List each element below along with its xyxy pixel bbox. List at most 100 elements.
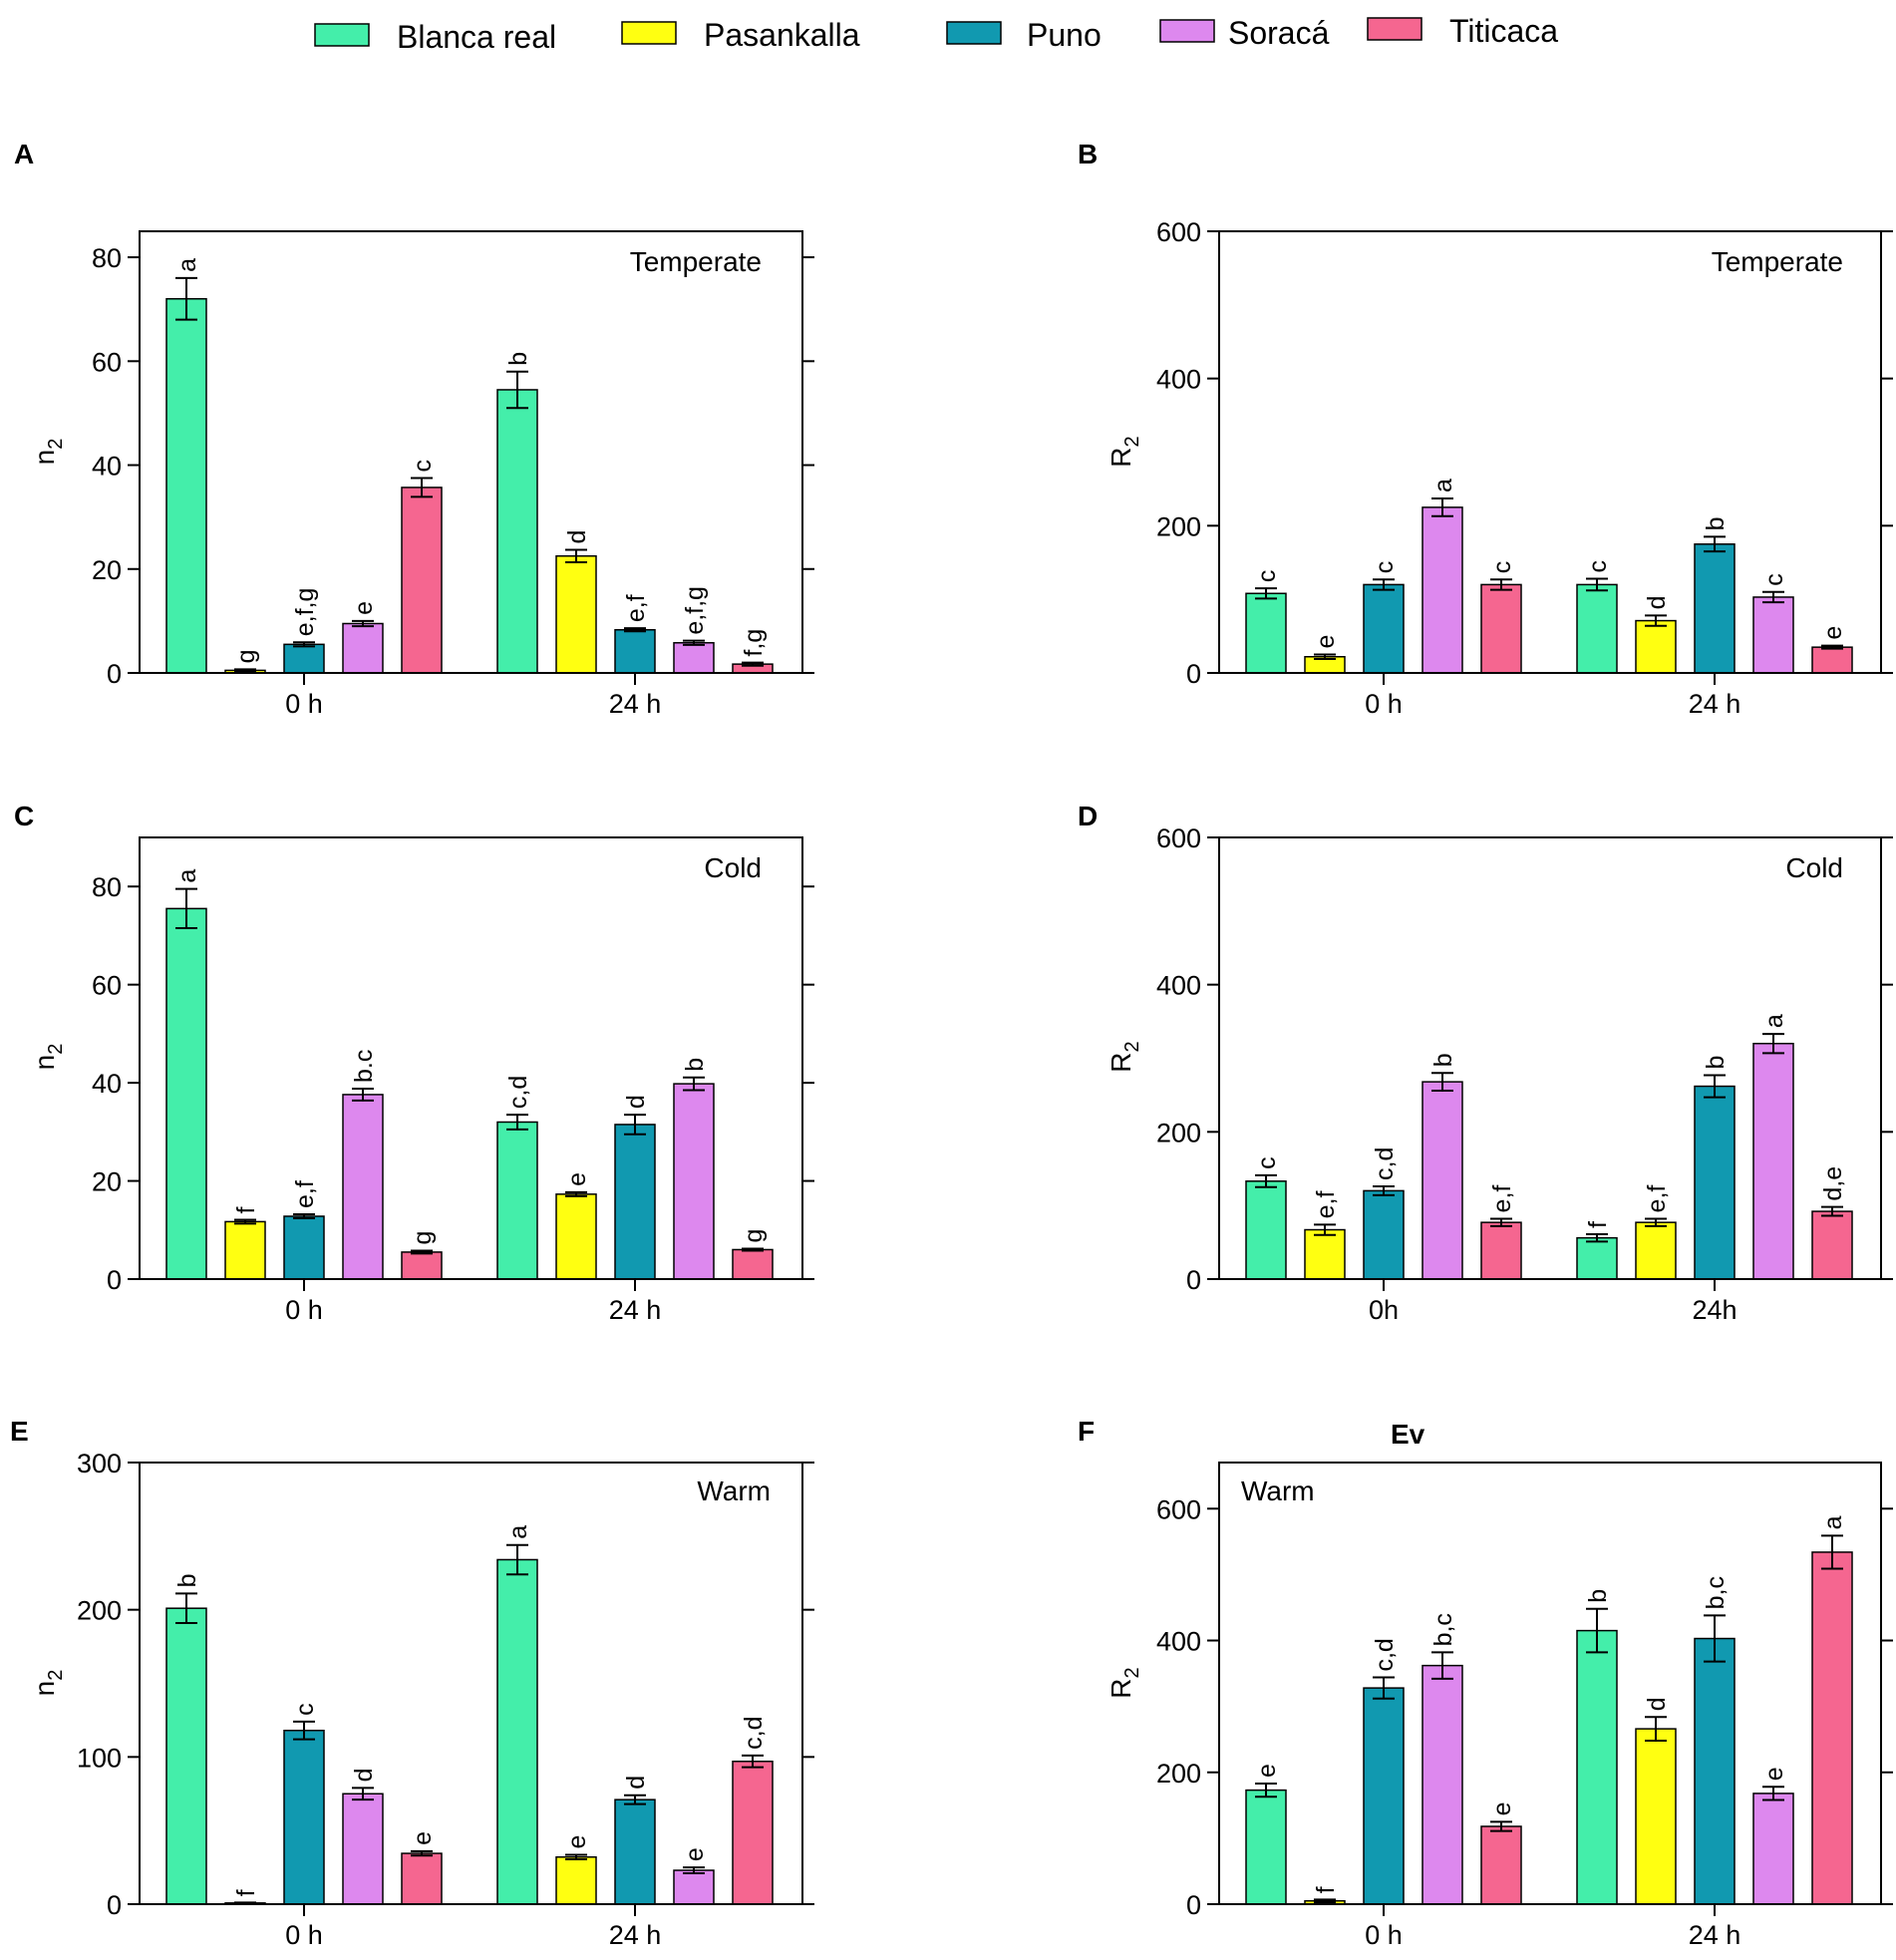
legend-label-sorac-: Soracá xyxy=(1228,15,1330,51)
bar-sorac--0 xyxy=(1422,506,1463,674)
bar-puno-1 xyxy=(1694,1085,1736,1280)
significance-label: e,f xyxy=(291,1180,319,1208)
y-tick-label: 0 xyxy=(107,1890,122,1920)
y-tick-label: 0 xyxy=(1186,659,1201,689)
error-bar xyxy=(506,1543,528,1576)
panel-letter: E xyxy=(10,1416,29,1447)
error-bar xyxy=(624,627,646,633)
error-bar xyxy=(1704,1614,1726,1663)
error-bar xyxy=(1431,1651,1453,1680)
error-bar xyxy=(293,1213,315,1219)
significance-label: c xyxy=(1488,561,1516,574)
significance-label: c xyxy=(1253,570,1281,583)
significance-label: e xyxy=(1253,1764,1281,1778)
legend-label-titicaca: Titicaca xyxy=(1449,13,1558,49)
error-bar xyxy=(1431,1072,1453,1092)
x-tick-label: 24 h xyxy=(609,1920,662,1950)
significance-label: b xyxy=(504,352,532,366)
error-bar xyxy=(1762,1786,1784,1801)
y-tick-label: 0 xyxy=(1186,1890,1201,1920)
significance-label: c xyxy=(1760,573,1788,586)
bar-sorac--0 xyxy=(342,1793,384,1905)
y-tick-label: 200 xyxy=(1156,1759,1201,1789)
bar-sorac--1 xyxy=(673,1083,715,1280)
bar-puno-1 xyxy=(1694,543,1736,674)
y-axis-title: R2 xyxy=(1106,1667,1143,1698)
error-bar xyxy=(1704,535,1726,553)
error-bar xyxy=(1255,1173,1277,1188)
error-bar xyxy=(1314,1898,1336,1904)
bar-titicaca-0 xyxy=(401,487,443,674)
significance-label: f xyxy=(1312,1886,1340,1893)
y-tick-label: 400 xyxy=(1156,1627,1201,1657)
y-tick-label: 80 xyxy=(92,243,122,273)
significance-label: g xyxy=(232,649,260,663)
y-tick-label: 40 xyxy=(92,1069,122,1099)
y-tick-label: 20 xyxy=(92,1167,122,1197)
error-bar xyxy=(411,1249,433,1255)
significance-label: b xyxy=(681,1058,709,1072)
y-tick-label: 60 xyxy=(92,347,122,377)
plot-frame xyxy=(139,230,803,674)
y-axis-title: R2 xyxy=(1106,436,1143,467)
y-tick-label: 200 xyxy=(1156,1118,1201,1147)
significance-label: c xyxy=(409,460,437,473)
x-tick-label: 0 h xyxy=(285,689,323,719)
y-tick-label: 200 xyxy=(1156,511,1201,541)
error-bar xyxy=(1645,1217,1667,1227)
panel-letter: F xyxy=(1078,1416,1095,1447)
legend-label-pasankalla: Pasankalla xyxy=(704,17,860,53)
significance-label: e xyxy=(1312,635,1340,649)
bar-puno-0 xyxy=(283,643,325,674)
significance-label: g xyxy=(409,1231,437,1245)
error-bar xyxy=(1490,578,1512,591)
y-tick-label: 60 xyxy=(92,971,122,1001)
bar-blanca-real-1 xyxy=(496,1558,538,1905)
error-bar xyxy=(624,1794,646,1805)
significance-label: e,f,g xyxy=(291,588,319,637)
error-bar xyxy=(742,1754,764,1769)
error-bar xyxy=(352,1787,374,1801)
bar-puno-1 xyxy=(614,1124,656,1280)
significance-label: c xyxy=(1253,1156,1281,1169)
significance-label: f xyxy=(232,1889,260,1896)
y-tick-label: 600 xyxy=(1156,1494,1201,1524)
significance-label: e xyxy=(681,1847,709,1861)
panel-letter: A xyxy=(14,139,34,169)
significance-label: b xyxy=(1702,517,1730,531)
bar-puno-1 xyxy=(1694,1637,1736,1905)
bar-titicaca-1 xyxy=(1811,1210,1853,1280)
significance-label: b,c xyxy=(1429,1613,1457,1646)
bar-titicaca-1 xyxy=(732,1761,774,1905)
significance-label: e,f,g xyxy=(681,586,709,635)
legend-label-blanca-real: Blanca real xyxy=(397,19,556,55)
error-bar xyxy=(1645,614,1667,627)
error-bar xyxy=(1762,590,1784,604)
bar-sorac--0 xyxy=(1422,1081,1463,1280)
bar-titicaca-1 xyxy=(732,1248,774,1280)
y-tick-label: 600 xyxy=(1156,217,1201,247)
bar-blanca-real-1 xyxy=(1576,583,1618,674)
panel-d: Dc f e,f e,f c,d b b a e,f d,e 0 200 400 600 0h 24h R2 Co… xyxy=(1078,801,1893,1325)
legend-swatch-blanca-real xyxy=(314,23,370,47)
error-bar xyxy=(565,1853,587,1860)
error-bar xyxy=(1314,653,1336,660)
error-bar xyxy=(506,1114,528,1131)
error-bar xyxy=(1586,577,1608,592)
y-axis-title: n2 xyxy=(29,1670,67,1697)
bar-sorac--1 xyxy=(673,642,715,674)
plot-frame xyxy=(1218,836,1882,1280)
error-bar xyxy=(175,1592,197,1624)
y-tick-label: 400 xyxy=(1156,971,1201,1001)
bar-sorac--0 xyxy=(342,622,384,674)
significance-label: c,d xyxy=(1371,1147,1399,1180)
y-tick-label: 20 xyxy=(92,555,122,585)
error-bar xyxy=(683,639,705,646)
error-bar xyxy=(234,1218,256,1225)
bar-pasankalla-1 xyxy=(1635,1221,1677,1280)
bar-pasankalla-0 xyxy=(224,1220,266,1280)
significance-label: c,d xyxy=(504,1076,532,1109)
bar-titicaca-0 xyxy=(1480,583,1522,674)
legend-swatch-sorac- xyxy=(1159,19,1215,43)
x-tick-label: 0h xyxy=(1369,1295,1399,1325)
